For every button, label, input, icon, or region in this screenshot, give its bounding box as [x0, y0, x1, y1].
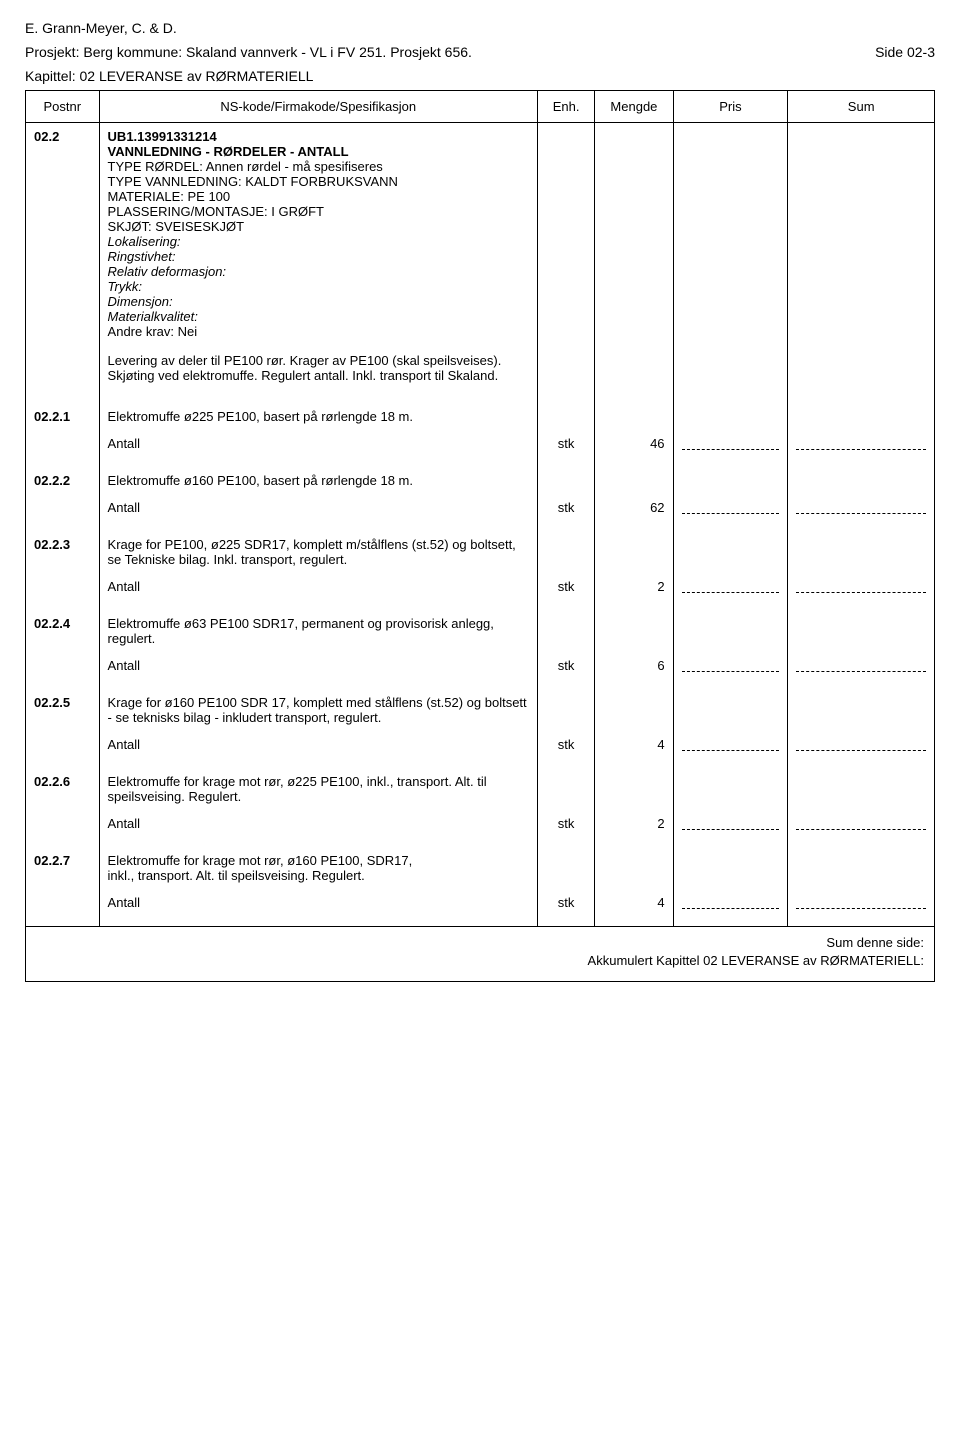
main-spec-cell: UB1.13991331214 VANNLEDNING - RØRDELER -…: [99, 123, 537, 404]
item-postnr: 02.2.2: [26, 467, 99, 494]
antall-label: Antall: [99, 810, 537, 847]
author-line: E. Grann-Meyer, C. & D.: [25, 20, 935, 36]
antall-label: Antall: [99, 731, 537, 768]
sum-denne-side: Sum denne side:: [36, 935, 924, 950]
sum-footer: Sum denne side: Akkumulert Kapittel 02 L…: [26, 926, 934, 981]
chapter-title: Kapittel: 02 LEVERANSE av RØRMATERIELL: [25, 68, 935, 91]
col-spec-header: NS-kode/Firmakode/Spesifikasjon: [99, 91, 537, 123]
col-sum-header: Sum: [788, 91, 934, 123]
item-qty: 4: [595, 731, 673, 768]
spec-line: MATERIALE: PE 100: [108, 189, 231, 204]
item-desc-row: 02.2.5Krage for ø160 PE100 SDR 17, kompl…: [26, 689, 934, 731]
content-box: Postnr NS-kode/Firmakode/Spesifikasjon E…: [25, 91, 935, 982]
item-postnr: 02.2.1: [26, 403, 99, 430]
spec-italic-line: Lokalisering:: [108, 234, 181, 249]
item-qty-row: Antallstk46: [26, 430, 934, 467]
item-desc: Elektromuffe ø225 PE100, basert på rørle…: [99, 403, 537, 430]
col-mengde-header: Mengde: [595, 91, 673, 123]
item-pris-blank: [673, 810, 788, 847]
item-desc: Elektromuffe ø160 PE100, basert på rørle…: [99, 467, 537, 494]
andre-krav: Andre krav: Nei: [108, 324, 198, 339]
item-sum-blank: [788, 494, 934, 531]
item-unit: stk: [537, 430, 594, 467]
col-enh-header: Enh.: [537, 91, 594, 123]
col-pris-header: Pris: [673, 91, 788, 123]
item-qty-row: Antallstk2: [26, 810, 934, 847]
antall-label: Antall: [99, 494, 537, 531]
main-note: Levering av deler til PE100 rør. Krager …: [108, 353, 529, 383]
item-unit: stk: [537, 889, 594, 926]
item-qty-row: Antallstk62: [26, 494, 934, 531]
col-postnr-header: Postnr: [26, 91, 99, 123]
item-pris-blank: [673, 652, 788, 689]
spec-italic-line: Trykk:: [108, 279, 142, 294]
item-desc-row: 02.2.4Elektromuffe ø63 PE100 SDR17, perm…: [26, 610, 934, 652]
main-title: VANNLEDNING - RØRDELER - ANTALL: [108, 144, 349, 159]
item-qty: 46: [595, 430, 673, 467]
item-qty: 4: [595, 889, 673, 926]
spec-table: Postnr NS-kode/Firmakode/Spesifikasjon E…: [26, 91, 934, 926]
item-qty: 2: [595, 573, 673, 610]
spec-line: PLASSERING/MONTASJE: I GRØFT: [108, 204, 324, 219]
item-desc-row: 02.2.3Krage for PE100, ø225 SDR17, kompl…: [26, 531, 934, 573]
main-spec-row: 02.2 UB1.13991331214 VANNLEDNING - RØRDE…: [26, 123, 934, 404]
item-unit: stk: [537, 652, 594, 689]
item-sum-blank: [788, 731, 934, 768]
item-qty-row: Antallstk6: [26, 652, 934, 689]
item-pris-blank: [673, 889, 788, 926]
item-unit: stk: [537, 810, 594, 847]
spec-line: TYPE RØRDEL: Annen rørdel - må spesifise…: [108, 159, 383, 174]
item-postnr: 02.2.6: [26, 768, 99, 810]
spec-line: SKJØT: SVEISESKJØT: [108, 219, 245, 234]
item-postnr: 02.2.5: [26, 689, 99, 731]
item-desc: Elektromuffe for krage mot rør, ø160 PE1…: [99, 847, 537, 889]
spec-italic-line: Relativ deformasjon:: [108, 264, 227, 279]
item-desc-row: 02.2.2Elektromuffe ø160 PE100, basert på…: [26, 467, 934, 494]
spec-italic-line: Dimensjon:: [108, 294, 173, 309]
item-sum-blank: [788, 810, 934, 847]
spec-italic-line: Ringstivhet:: [108, 249, 176, 264]
item-pris-blank: [673, 494, 788, 531]
main-code: UB1.13991331214: [108, 129, 217, 144]
page-number: Side 02-3: [875, 44, 935, 60]
item-sum-blank: [788, 889, 934, 926]
item-pris-blank: [673, 731, 788, 768]
item-desc-row: 02.2.1Elektromuffe ø225 PE100, basert på…: [26, 403, 934, 430]
antall-label: Antall: [99, 573, 537, 610]
item-postnr: 02.2.7: [26, 847, 99, 889]
item-desc: Krage for ø160 PE100 SDR 17, komplett me…: [99, 689, 537, 731]
item-postnr: 02.2.4: [26, 610, 99, 652]
item-qty: 62: [595, 494, 673, 531]
item-unit: stk: [537, 494, 594, 531]
item-qty-row: Antallstk2: [26, 573, 934, 610]
item-desc: Krage for PE100, ø225 SDR17, komplett m/…: [99, 531, 537, 573]
spec-italic-line: Materialkvalitet:: [108, 309, 198, 324]
item-qty-row: Antallstk4: [26, 731, 934, 768]
item-qty: 2: [595, 810, 673, 847]
antall-label: Antall: [99, 652, 537, 689]
item-desc-row: 02.2.6Elektromuffe for krage mot rør, ø2…: [26, 768, 934, 810]
akkumulert-line: Akkumulert Kapittel 02 LEVERANSE av RØRM…: [36, 953, 924, 968]
item-desc: Elektromuffe ø63 PE100 SDR17, permanent …: [99, 610, 537, 652]
item-desc: Elektromuffe for krage mot rør, ø225 PE1…: [99, 768, 537, 810]
project-title: Prosjekt: Berg kommune: Skaland vannverk…: [25, 44, 472, 60]
item-qty-row: Antallstk4: [26, 889, 934, 926]
main-postnr: 02.2: [26, 123, 99, 404]
spec-line: TYPE VANNLEDNING: KALDT FORBRUKSVANN: [108, 174, 398, 189]
antall-label: Antall: [99, 889, 537, 926]
item-desc-row: 02.2.7Elektromuffe for krage mot rør, ø1…: [26, 847, 934, 889]
item-unit: stk: [537, 731, 594, 768]
antall-label: Antall: [99, 430, 537, 467]
item-pris-blank: [673, 573, 788, 610]
item-pris-blank: [673, 430, 788, 467]
table-header-row: Postnr NS-kode/Firmakode/Spesifikasjon E…: [26, 91, 934, 123]
item-qty: 6: [595, 652, 673, 689]
item-sum-blank: [788, 652, 934, 689]
item-postnr: 02.2.3: [26, 531, 99, 573]
item-unit: stk: [537, 573, 594, 610]
item-sum-blank: [788, 430, 934, 467]
item-sum-blank: [788, 573, 934, 610]
